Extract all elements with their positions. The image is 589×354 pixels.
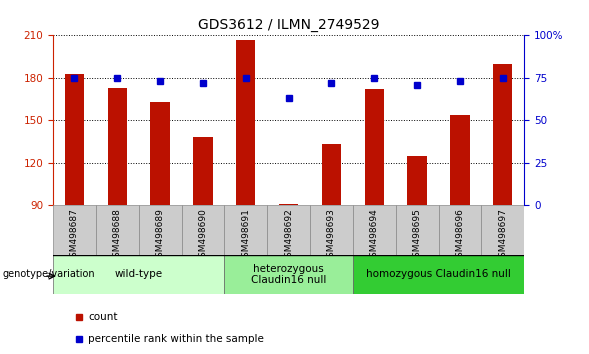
Bar bbox=[353, 205, 396, 255]
Text: wild-type: wild-type bbox=[115, 269, 163, 279]
Bar bbox=[365, 89, 384, 205]
Bar bbox=[96, 205, 138, 255]
Bar bbox=[53, 205, 96, 255]
Text: genotype/variation: genotype/variation bbox=[3, 269, 95, 279]
Text: GSM498691: GSM498691 bbox=[241, 208, 250, 263]
Text: GSM498694: GSM498694 bbox=[370, 208, 379, 263]
Bar bbox=[310, 205, 353, 255]
Title: GDS3612 / ILMN_2749529: GDS3612 / ILMN_2749529 bbox=[198, 18, 379, 32]
Bar bbox=[439, 205, 481, 255]
Text: GSM498690: GSM498690 bbox=[198, 208, 207, 263]
Text: GSM498696: GSM498696 bbox=[455, 208, 465, 263]
Bar bbox=[53, 255, 224, 294]
Text: homozygous Claudin16 null: homozygous Claudin16 null bbox=[366, 269, 511, 279]
Bar bbox=[481, 205, 524, 255]
Text: GSM498689: GSM498689 bbox=[155, 208, 164, 263]
Bar bbox=[451, 115, 469, 205]
Bar bbox=[279, 204, 298, 205]
Bar bbox=[193, 137, 213, 205]
Bar bbox=[236, 40, 256, 205]
Bar bbox=[138, 205, 181, 255]
Text: heterozygous
Claudin16 null: heterozygous Claudin16 null bbox=[251, 263, 326, 285]
Text: GSM498697: GSM498697 bbox=[498, 208, 507, 263]
Bar bbox=[224, 255, 353, 294]
Bar bbox=[108, 88, 127, 205]
Bar bbox=[150, 102, 170, 205]
Bar bbox=[493, 64, 512, 205]
Text: GSM498688: GSM498688 bbox=[112, 208, 122, 263]
Bar bbox=[181, 205, 224, 255]
Text: GSM498692: GSM498692 bbox=[284, 208, 293, 263]
Bar bbox=[65, 74, 84, 205]
Text: count: count bbox=[88, 312, 118, 322]
Bar bbox=[408, 156, 427, 205]
Text: GSM498693: GSM498693 bbox=[327, 208, 336, 263]
Bar bbox=[322, 144, 341, 205]
Bar bbox=[267, 205, 310, 255]
Text: GSM498687: GSM498687 bbox=[70, 208, 79, 263]
Text: GSM498695: GSM498695 bbox=[413, 208, 422, 263]
Text: percentile rank within the sample: percentile rank within the sample bbox=[88, 334, 264, 344]
Bar bbox=[353, 255, 524, 294]
Bar bbox=[224, 205, 267, 255]
Bar bbox=[396, 205, 439, 255]
